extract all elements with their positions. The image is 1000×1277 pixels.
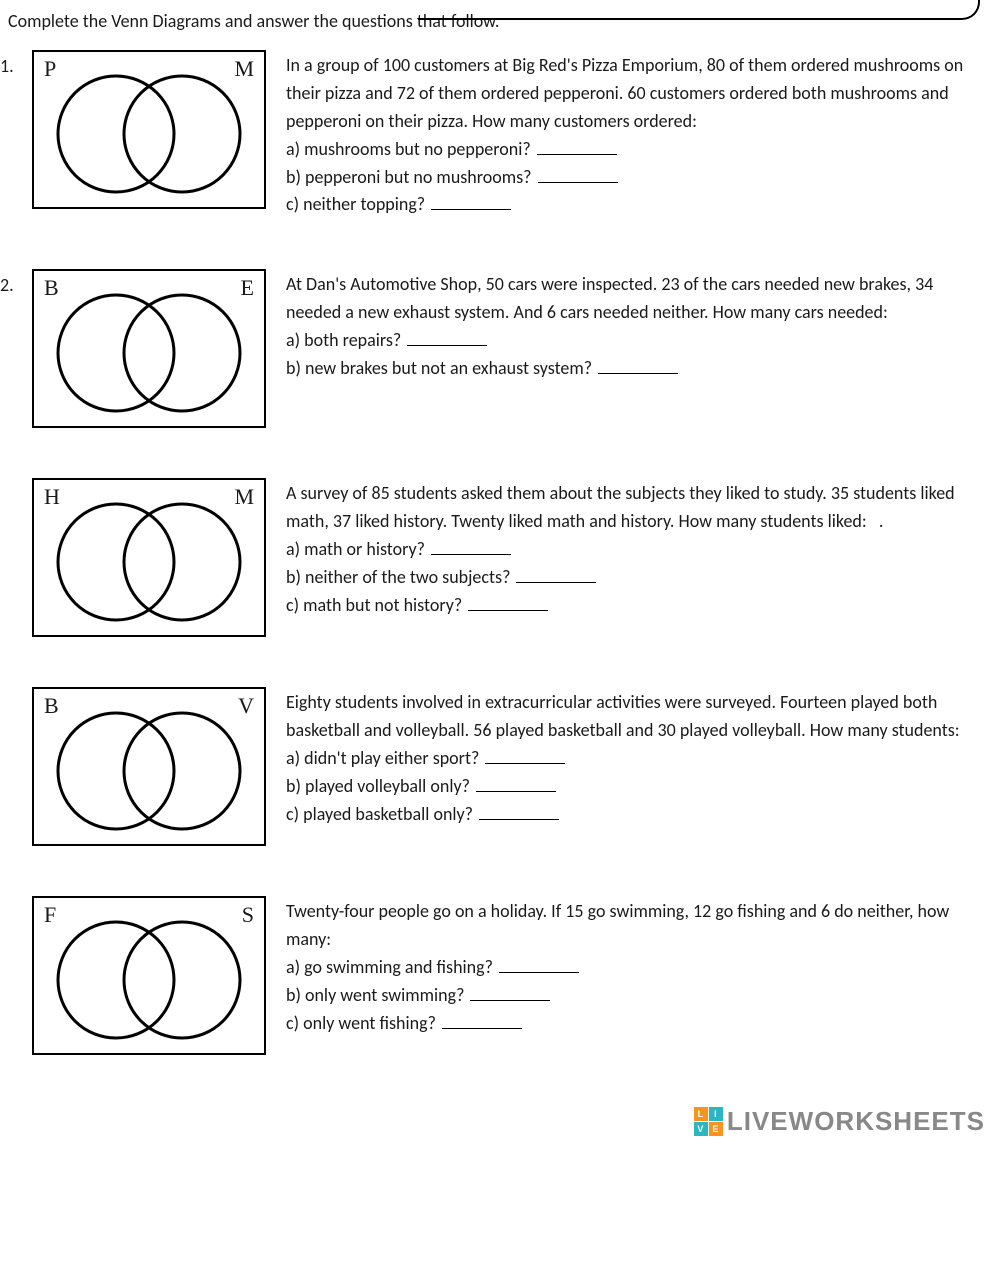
answer-blank[interactable] [598, 355, 678, 374]
answer-blank[interactable] [479, 801, 559, 820]
question-line: a) go swimming and fishing? [286, 954, 985, 982]
question-text: a) didn't play either sport? [286, 745, 479, 773]
answer-blank[interactable] [431, 536, 511, 555]
problem-text: Eighty students involved in extracurricu… [286, 687, 985, 828]
question-text: b) only went swimming? [286, 982, 464, 1010]
question-line: b) pepperoni but no mushrooms? [286, 164, 985, 192]
venn-label-left: H [44, 484, 60, 510]
question-line: c) math but not history? [286, 592, 985, 620]
problem-prompt: Twenty-four people go on a holiday. If 1… [286, 898, 985, 954]
problem-number: 2. [0, 274, 12, 296]
answer-blank[interactable] [537, 136, 617, 155]
question-text: a) mushrooms but no pepperoni? [286, 136, 531, 164]
question-text: b) new brakes but not an exhaust system? [286, 355, 592, 383]
venn-label-right: M [234, 56, 254, 82]
problem-row: B V Eighty students involved in extracur… [0, 687, 985, 846]
venn-label-left: B [44, 693, 59, 719]
venn-label-right: E [241, 275, 254, 301]
problem-number: 1. [0, 55, 12, 77]
venn-label-right: S [242, 902, 254, 928]
question-line: a) didn't play either sport? [286, 745, 985, 773]
watermark-text: LIVEWORKSHEETS [727, 1106, 985, 1137]
question-text: c) only went fishing? [286, 1010, 436, 1038]
answer-blank[interactable] [538, 164, 618, 183]
question-text: b) played volleyball only? [286, 773, 470, 801]
badge-v: V [694, 1122, 708, 1136]
badge-i: I [709, 1107, 723, 1121]
question-line: a) mushrooms but no pepperoni? [286, 136, 985, 164]
question-line: b) played volleyball only? [286, 773, 985, 801]
question-line: c) only went fishing? [286, 1010, 985, 1038]
problem-row: 1. P M In a group of 100 customers at Bi… [0, 50, 985, 219]
venn-diagram[interactable]: B V [32, 687, 266, 846]
question-text: a) go swimming and fishing? [286, 954, 493, 982]
problem-text: At Dan's Automotive Shop, 50 cars were i… [286, 269, 985, 383]
question-line: c) played basketball only? [286, 801, 985, 829]
venn-label-left: B [44, 275, 59, 301]
venn-diagram[interactable]: F S [32, 896, 266, 1055]
problem-text: A survey of 85 students asked them about… [286, 478, 985, 619]
venn-label-right: M [234, 484, 254, 510]
answer-blank[interactable] [476, 773, 556, 792]
page-top-border [418, 0, 980, 20]
problem-row: H M A survey of 85 students asked them a… [0, 478, 985, 637]
question-line: a) both repairs? [286, 327, 985, 355]
problem-prompt: A survey of 85 students asked them about… [286, 480, 985, 536]
question-line: a) math or history? [286, 536, 985, 564]
problem-text: In a group of 100 customers at Big Red's… [286, 50, 985, 219]
problem-text: Twenty-four people go on a holiday. If 1… [286, 896, 985, 1037]
problem-prompt: At Dan's Automotive Shop, 50 cars were i… [286, 271, 985, 327]
venn-diagram[interactable]: B E [32, 269, 266, 428]
question-text: c) played basketball only? [286, 801, 473, 829]
answer-blank[interactable] [499, 954, 579, 973]
problem-prompt: In a group of 100 customers at Big Red's… [286, 52, 985, 136]
answer-blank[interactable] [516, 564, 596, 583]
problem-row: F S Twenty-four people go on a holiday. … [0, 896, 985, 1055]
problem-prompt: Eighty students involved in extracurricu… [286, 689, 985, 745]
venn-label-left: P [44, 56, 56, 82]
answer-blank[interactable] [431, 191, 511, 210]
venn-diagram[interactable]: P M [32, 50, 266, 209]
question-text: b) pepperoni but no mushrooms? [286, 164, 532, 192]
answer-blank[interactable] [468, 592, 548, 611]
question-text: b) neither of the two subjects? [286, 564, 510, 592]
question-text: c) math but not history? [286, 592, 462, 620]
problem-row: 2. B E At Dan's Automotive Shop, 50 cars… [0, 269, 985, 428]
venn-label-left: F [44, 902, 56, 928]
venn-label-right: V [238, 693, 254, 719]
question-text: c) neither topping? [286, 191, 425, 219]
badge-l: L [694, 1107, 708, 1121]
watermark: L I V E LIVEWORKSHEETS [694, 1106, 985, 1137]
question-text: a) math or history? [286, 536, 425, 564]
question-line: b) neither of the two subjects? [286, 564, 985, 592]
question-line: c) neither topping? [286, 191, 985, 219]
venn-diagram[interactable]: H M [32, 478, 266, 637]
watermark-badge: L I V E [694, 1107, 723, 1136]
answer-blank[interactable] [442, 1010, 522, 1029]
question-line: b) new brakes but not an exhaust system? [286, 355, 985, 383]
question-line: b) only went swimming? [286, 982, 985, 1010]
badge-e: E [709, 1122, 723, 1136]
answer-blank[interactable] [485, 745, 565, 764]
question-text: a) both repairs? [286, 327, 401, 355]
answer-blank[interactable] [407, 327, 487, 346]
answer-blank[interactable] [470, 982, 550, 1001]
